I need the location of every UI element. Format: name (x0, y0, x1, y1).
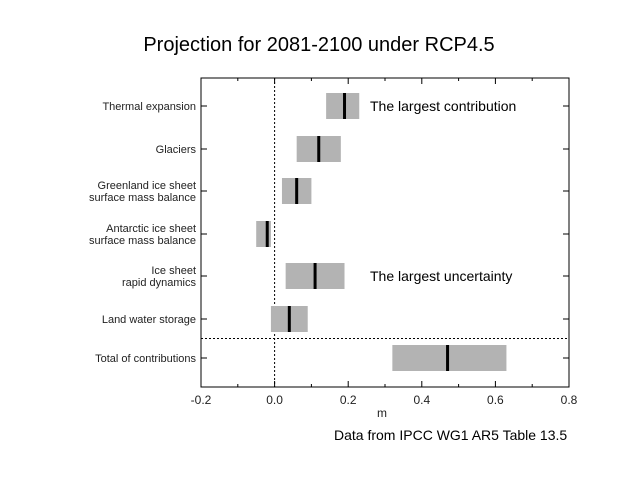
category-label-line: Thermal expansion (102, 101, 196, 113)
category-label: Greenland ice sheet surface mass balance (89, 180, 196, 204)
category-label: Thermal expansion (102, 101, 196, 113)
category-label-line: rapid dynamics (122, 277, 196, 289)
x-tick-label: 0.4 (413, 393, 430, 407)
category-label-line: Glaciers (156, 144, 197, 156)
x-axis-label: m (377, 406, 387, 420)
category-label: Ice sheet rapid dynamics (122, 265, 196, 289)
category-label-line: surface mass balance (89, 192, 196, 204)
category-label: Total of contributions (95, 353, 196, 365)
category-label-line: Greenland ice sheet (98, 180, 196, 192)
category-label: Glaciers (156, 144, 197, 156)
category-label-line: Ice sheet (151, 265, 196, 277)
category-label-line: Land water storage (102, 314, 196, 326)
x-tick-label: -0.2 (191, 393, 212, 407)
source-note: Data from IPCC WG1 AR5 Table 13.5 (334, 427, 568, 443)
annotation: The largest contribution (370, 98, 516, 114)
category-label-line: Total of contributions (95, 353, 196, 365)
x-tick-label: 0.0 (266, 393, 283, 407)
category-label-line: surface mass balance (89, 235, 196, 247)
category-label: Antarctic ice sheet surface mass balance (89, 223, 196, 247)
x-tick-label: 0.2 (340, 393, 357, 407)
category-label: Land water storage (102, 314, 196, 326)
range-bar (392, 345, 507, 371)
annotation: The largest uncertainty (370, 268, 512, 284)
range-bar (326, 93, 360, 119)
x-tick-label: 0.8 (561, 393, 578, 407)
x-tick-label: 0.6 (487, 393, 504, 407)
chart-title: Projection for 2081-2100 under RCP4.5 (143, 34, 495, 56)
category-label-line: Antarctic ice sheet (106, 223, 196, 235)
